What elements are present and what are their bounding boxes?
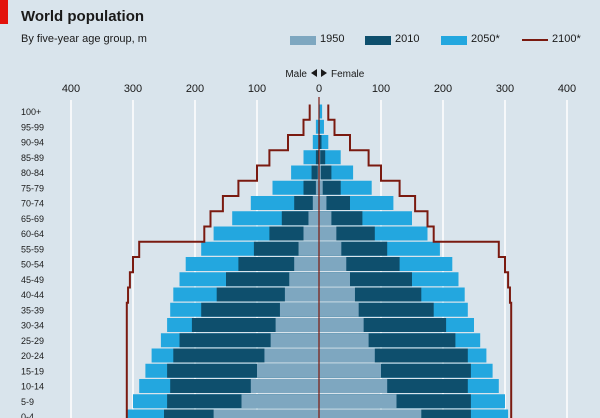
x-tick-label-6: 200 bbox=[434, 83, 452, 95]
bar-1950-female-60-64 bbox=[319, 226, 337, 241]
age-label-10-14: 10-14 bbox=[21, 382, 44, 392]
bar-2050-female-100 bbox=[319, 104, 323, 119]
age-label-20-24: 20-24 bbox=[21, 351, 44, 361]
brand-red-tag bbox=[0, 0, 8, 24]
bar-1950-female-15-19 bbox=[319, 363, 381, 378]
bar-1950-female-35-39 bbox=[319, 302, 359, 317]
bar-1950-female-25-29 bbox=[319, 333, 369, 348]
bar-1950-female-20-24 bbox=[319, 348, 375, 363]
x-tick-label-3: 100 bbox=[248, 83, 266, 95]
bar-1950-male-0-4 bbox=[213, 409, 319, 418]
age-label-15-19: 15-19 bbox=[21, 366, 44, 376]
age-label-70-74: 70-74 bbox=[21, 199, 44, 209]
age-label-30-34: 30-34 bbox=[21, 321, 44, 331]
legend-label-2010: 2010 bbox=[395, 33, 420, 45]
x-tick-label-2: 200 bbox=[186, 83, 204, 95]
bar-2050-male-85-89 bbox=[303, 150, 319, 165]
bar-1950-female-55-59 bbox=[319, 241, 342, 256]
age-label-25-29: 25-29 bbox=[21, 336, 44, 346]
bar-1950-female-50-54 bbox=[319, 257, 347, 271]
male-label: Male bbox=[285, 69, 307, 80]
bar-1950-male-75-79 bbox=[315, 180, 319, 195]
bar-1950-female-65-69 bbox=[319, 211, 332, 226]
bar-1950-female-30-34 bbox=[319, 318, 364, 332]
x-tick-label-8: 400 bbox=[558, 83, 576, 95]
female-arrow-icon bbox=[321, 69, 327, 77]
female-label: Female bbox=[331, 69, 365, 80]
x-tick-label-5: 100 bbox=[372, 83, 390, 95]
age-label-65-69: 65-69 bbox=[21, 214, 44, 224]
bar-1950-female-40-44 bbox=[319, 287, 355, 302]
age-label-55-59: 55-59 bbox=[21, 244, 44, 254]
bar-2050-female-95-99 bbox=[319, 119, 324, 134]
bar-2050-male-90-94 bbox=[312, 135, 319, 149]
age-label-50-54: 50-54 bbox=[21, 260, 44, 270]
x-tick-label-1: 300 bbox=[124, 83, 142, 95]
age-label-90-94: 90-94 bbox=[21, 138, 44, 148]
legend: 1950 2010 2050* 2100* bbox=[0, 33, 600, 49]
legend-line-2100 bbox=[522, 39, 548, 41]
bar-1950-male-5-9 bbox=[241, 394, 319, 409]
bar-1950-male-40-44 bbox=[284, 287, 319, 302]
bar-1950-female-10-14 bbox=[319, 379, 388, 393]
bar-1950-female-70-74 bbox=[319, 196, 327, 210]
legend-label-2050: 2050* bbox=[471, 33, 500, 45]
bar-1950-female-5-9 bbox=[319, 394, 397, 409]
bar-2050-female-90-94 bbox=[319, 135, 329, 149]
bar-1950-male-25-29 bbox=[270, 333, 319, 348]
age-label-95-99: 95-99 bbox=[21, 122, 44, 132]
bar-2010-female-90-94 bbox=[319, 135, 322, 149]
age-label-75-79: 75-79 bbox=[21, 183, 44, 193]
age-label-100: 100+ bbox=[21, 107, 41, 117]
legend-label-2100: 2100* bbox=[552, 33, 581, 45]
age-label-45-49: 45-49 bbox=[21, 275, 44, 285]
bar-1950-male-50-54 bbox=[294, 257, 319, 271]
bar-1950-male-15-19 bbox=[257, 363, 319, 378]
bar-1950-male-55-59 bbox=[298, 241, 319, 256]
age-label-85-89: 85-89 bbox=[21, 153, 44, 163]
age-label-35-39: 35-39 bbox=[21, 305, 44, 315]
bar-1950-male-35-39 bbox=[279, 302, 319, 317]
chart-title: World population bbox=[21, 8, 145, 25]
chart-subtitle: By five-year age group, m bbox=[21, 33, 147, 45]
age-label-80-84: 80-84 bbox=[21, 168, 44, 178]
bar-1950-female-45-49 bbox=[319, 272, 350, 287]
x-tick-label-0: 400 bbox=[62, 83, 80, 95]
bar-2010-female-75-79 bbox=[319, 180, 341, 195]
bar-2010-female-85-89 bbox=[319, 150, 326, 165]
bar-1950-male-20-24 bbox=[264, 348, 319, 363]
bar-1950-male-65-69 bbox=[308, 211, 319, 226]
male-arrow-icon bbox=[311, 69, 317, 77]
bar-1950-male-45-49 bbox=[289, 272, 319, 287]
age-label-0-4: 0-4 bbox=[21, 412, 34, 418]
bar-2010-female-70-74 bbox=[319, 196, 350, 210]
legend-swatch-2010 bbox=[365, 36, 391, 45]
bar-2010-female-80-84 bbox=[319, 165, 332, 180]
x-tick-label-4: 0 bbox=[316, 83, 322, 95]
bar-2010-male-85-89 bbox=[315, 150, 319, 165]
age-label-40-44: 40-44 bbox=[21, 290, 44, 300]
bar-1950-male-70-74 bbox=[312, 196, 319, 210]
bar-1950-female-85-89 bbox=[319, 150, 321, 165]
bar-1950-male-80-84 bbox=[317, 165, 319, 180]
bar-1950-female-75-79 bbox=[319, 180, 323, 195]
age-label-5-9: 5-9 bbox=[21, 397, 34, 407]
line-2100-female bbox=[327, 104, 513, 418]
x-tick-label-7: 300 bbox=[496, 83, 514, 95]
bar-1950-female-0-4 bbox=[319, 409, 422, 418]
bar-2050-male-95-99 bbox=[315, 119, 319, 134]
legend-label-1950: 1950 bbox=[320, 33, 345, 45]
legend-swatch-1950 bbox=[290, 36, 316, 45]
bar-1950-male-30-34 bbox=[275, 318, 319, 332]
line-2100-male bbox=[125, 104, 311, 418]
bar-1950-male-60-64 bbox=[303, 226, 319, 241]
bar-2010-male-80-84 bbox=[311, 165, 319, 180]
bar-1950-female-80-84 bbox=[319, 165, 321, 180]
age-label-60-64: 60-64 bbox=[21, 229, 44, 239]
legend-swatch-2050 bbox=[441, 36, 467, 45]
bar-2010-male-75-79 bbox=[303, 180, 319, 195]
bar-1950-male-10-14 bbox=[250, 379, 319, 393]
